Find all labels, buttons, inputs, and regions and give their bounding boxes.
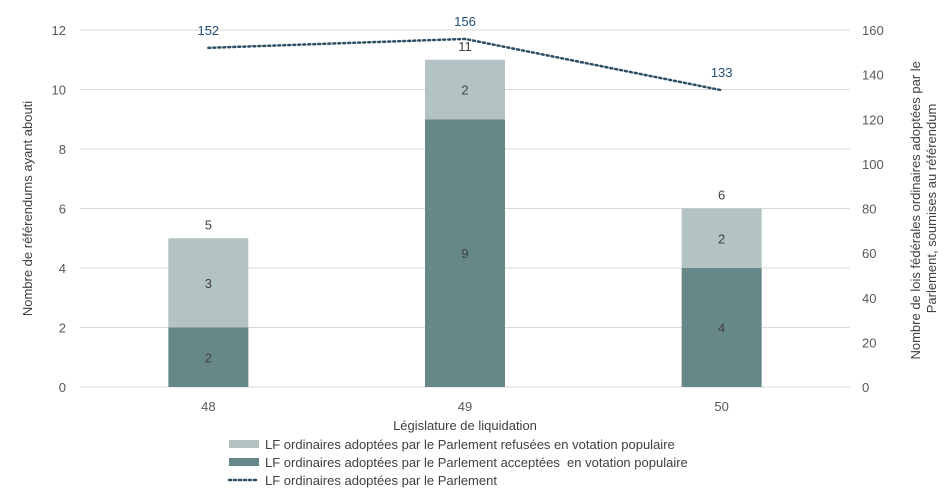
- y-right-tick-label: 80: [862, 202, 876, 217]
- legend-swatch: [229, 458, 259, 466]
- bar-value-label: 9: [461, 246, 468, 261]
- y-axis-right-title: Nombre de lois fédérales ordinaires adop…: [908, 57, 939, 359]
- bar-value-label: 2: [461, 83, 468, 98]
- y-tick-label: 10: [52, 83, 66, 98]
- y-right-tick-label: 20: [862, 335, 876, 350]
- y-axis-right-title-line-2: Parlement, soumises au référendum: [924, 104, 939, 314]
- bar-value-label: 3: [205, 276, 212, 291]
- y-axis-title: Nombre de référendums ayant abouti: [20, 101, 35, 316]
- x-tick-label: 49: [458, 399, 472, 414]
- legend-label: LF ordinaires adoptées par le Parlement …: [265, 455, 688, 470]
- legend: LF ordinaires adoptées par le Parlement …: [227, 437, 688, 488]
- y-right-tick-label: 60: [862, 246, 876, 261]
- y-tick-label: 2: [59, 321, 66, 336]
- line-value-label: 152: [197, 23, 219, 38]
- bars: [168, 59, 762, 387]
- bar-segment: [681, 208, 762, 268]
- y-right-tick-label: 0: [862, 380, 869, 395]
- bar-labels: 2 3 5 9 2 11 4 2 6: [205, 39, 726, 366]
- legend-label: LF ordinaires adoptées par le Parlement …: [265, 437, 675, 452]
- y-right-tick-label: 140: [862, 68, 884, 83]
- x-tick-label: 50: [714, 399, 728, 414]
- bar-value-label: 4: [718, 321, 725, 336]
- legend-label: LF ordinaires adoptées par le Parlement: [265, 473, 497, 488]
- y-tick-label: 6: [59, 202, 66, 217]
- y-right-tick-label: 160: [862, 23, 884, 38]
- bar-segment: [168, 327, 249, 387]
- bar-segment: [425, 59, 505, 120]
- y-right-tick-label: 40: [862, 291, 876, 306]
- bar-segment: [681, 268, 762, 387]
- bar-value-label: 2: [205, 350, 212, 365]
- y-tick-label: 4: [59, 261, 66, 276]
- bar-total-label: 5: [205, 217, 212, 232]
- line-value-label: 156: [454, 14, 476, 29]
- y-tick-label: 8: [59, 142, 66, 157]
- x-axis-title: Législature de liquidation: [393, 418, 537, 433]
- line-series: 152 156 133: [197, 14, 733, 92]
- legend-swatch: [229, 440, 259, 448]
- bar-segment: [425, 119, 505, 387]
- bar-total-label: 6: [718, 188, 725, 203]
- y-tick-label: 0: [59, 380, 66, 395]
- bar-value-label: 2: [718, 231, 725, 246]
- bar-total-label: 11: [458, 39, 472, 54]
- line-value-label: 133: [711, 65, 733, 80]
- y-tick-label: 12: [52, 23, 66, 38]
- y-axis-right-title-line-1: Nombre de lois fédérales ordinaires adop…: [908, 61, 923, 359]
- y-right-tick-label: 120: [862, 112, 884, 127]
- bar-segment: [168, 238, 249, 328]
- x-tick-label: 48: [201, 399, 215, 414]
- y-right-tick-label: 100: [862, 157, 884, 172]
